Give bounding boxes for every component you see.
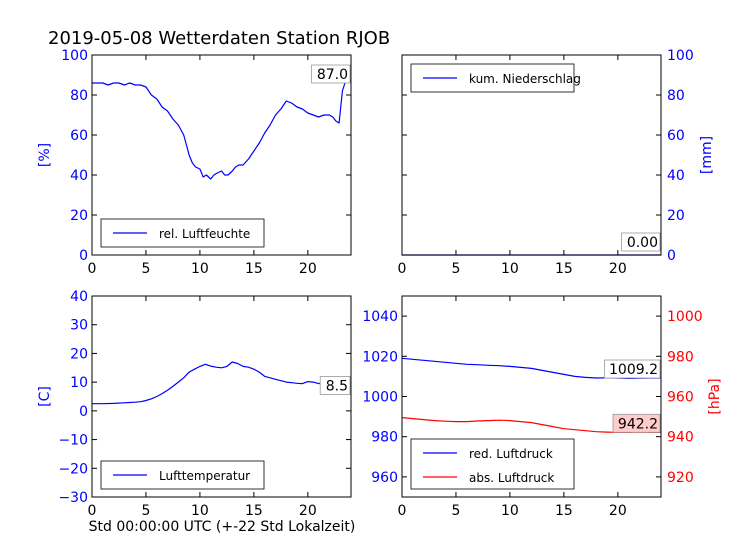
legend-entry: red. Luftdruck [469,447,553,461]
last-value-label: 87.0 [317,67,348,83]
y-tick-label: 1040 [362,309,398,325]
x-tick-label: 10 [501,261,519,277]
x-tick-label: 15 [245,261,263,277]
x-tick-label: 15 [245,503,263,519]
figure-title: 2019-05-08 Wetterdaten Station RJOB [48,28,390,49]
x-tick-label: 20 [609,261,627,277]
legend-entry: abs. Luftdruck [469,471,554,485]
legend-box [410,438,575,490]
legend-entry: rel. Luftfeuchte [159,227,250,241]
y2-tick-label: 980 [667,349,694,365]
last-value-box [604,359,661,379]
x-tick-label: 5 [451,503,460,519]
x-tick-label: 0 [88,503,97,519]
last-value-label: 0.00 [627,235,658,251]
y-tick-label: 0 [79,404,88,420]
series-line-temperature-0 [92,361,352,405]
legend-entry: kum. Niederschlag [469,72,581,86]
last-value-label: 942.2 [618,416,658,432]
y-tick-label: 0 [667,248,676,264]
x-tick-label: 10 [191,503,209,519]
x-tick-label: 10 [501,503,519,519]
y2-tick-label: 940 [667,430,694,446]
temperature-panel: 0 5 10 15 20 −30 −20 −10 0 10 20 30 40 [C] 8.5 Lufttemp… [37,289,352,519]
y-tick-label: 1020 [362,349,398,365]
y-tick-label: −30 [58,490,88,506]
plot-frame [91,54,352,256]
y-tick-label: 80 [70,88,88,104]
x-tick-label: 0 [88,261,97,277]
y-tick-label: 60 [667,128,685,144]
plot-frame [91,295,352,498]
y-tick-label: 100 [667,48,694,64]
y-tick-label: 30 [70,318,88,334]
x-tick-label: 0 [398,503,407,519]
y-axis-label: [mm] [699,136,715,174]
x-tick-label: 20 [299,503,317,519]
y-tick-label: −10 [58,433,88,449]
x-tick-label: 20 [299,261,317,277]
x-tick-label: 15 [555,503,573,519]
x-tick-label: 5 [141,261,150,277]
y-tick-label: 40 [667,168,685,184]
y-tick-label: −20 [58,461,88,477]
y-tick-label: 20 [667,208,685,224]
x-tick-label: 10 [191,261,209,277]
plot-frame [401,54,662,256]
last-value-label: 1009.2 [609,362,658,378]
y-tick-label: 40 [70,168,88,184]
last-value-label: 8.5 [326,378,348,394]
plot-frame [401,295,662,498]
y2-tick-label: 1000 [667,309,703,325]
y-tick-label: 980 [371,430,398,446]
y-tick-label: 10 [70,375,88,391]
figure-xlabel: Std 00:00:00 UTC (+-22 Std Lokalzeit) [89,519,356,535]
pressure-panel: 0 5 10 15 20 960 980 1000 1020 1040 920 940 960 980 10… [362,295,723,519]
y-tick-label: 60 [70,128,88,144]
y-tick-label: 40 [70,289,88,305]
y2-tick-label: 920 [667,470,694,486]
humidity-panel: 0 5 10 15 20 0 20 40 60 80 100 [%] 87.0 rel. Luftfeuc… [37,48,352,277]
y-axis-label: [%] [37,143,53,167]
y-tick-label: 960 [371,470,398,486]
y-axis-label: [C] [37,386,53,407]
x-tick-label: 20 [609,503,627,519]
last-value-box [319,376,351,395]
last-value-box [311,64,351,84]
y-tick-label: 0 [79,248,88,264]
y-tick-label: 100 [61,48,88,64]
x-tick-label: 15 [555,261,573,277]
y-tick-label: 20 [70,208,88,224]
x-tick-label: 5 [141,503,150,519]
y-tick-label: 80 [667,88,685,104]
legend-entry: Lufttemperatur [159,469,250,483]
y2-axis-label: [hPa] [707,378,723,414]
y-tick-label: 20 [70,346,88,362]
x-tick-label: 0 [398,261,407,277]
y-tick-label: 1000 [362,390,398,406]
y2-tick-label: 960 [667,390,694,406]
x-tick-label: 5 [451,261,460,277]
precipitation-panel: 0 5 10 15 20 0 20 40 60 80 100 [mm] 0.00 kum. Nieders… [398,48,715,277]
series-line-humidity-0 [92,80,351,180]
last-value-box [621,232,661,252]
last-value-box [612,413,661,433]
